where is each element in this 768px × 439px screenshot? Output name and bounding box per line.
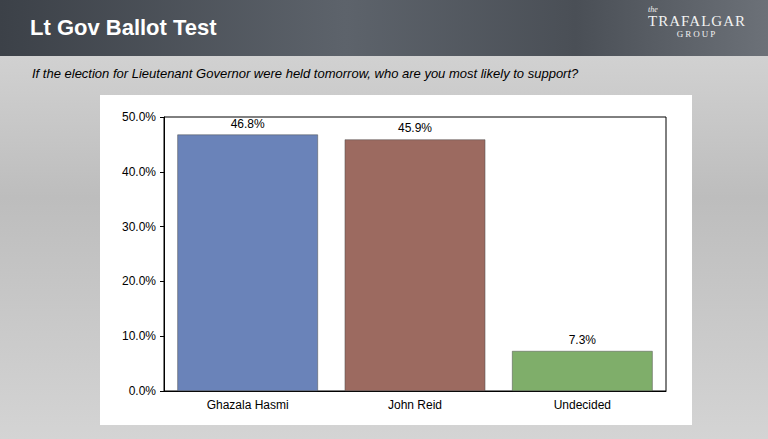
svg-text:10.0%: 10.0% bbox=[122, 329, 156, 343]
svg-text:50.0%: 50.0% bbox=[122, 110, 156, 124]
svg-text:Undecided: Undecided bbox=[554, 398, 611, 412]
html-text:TRAFALGAR: TRAFALGAR bbox=[648, 13, 746, 30]
svg-text:20.0%: 20.0% bbox=[122, 274, 156, 288]
svg-text:46.8%: 46.8% bbox=[231, 117, 265, 131]
svg-text:John Reid: John Reid bbox=[388, 398, 442, 412]
svg-text:30.0%: 30.0% bbox=[122, 220, 156, 234]
svg-text:Ghazala Hasmi: Ghazala Hasmi bbox=[207, 398, 289, 412]
html-text:If the election for Lieutenant: If the election for Lieutenant Governor … bbox=[32, 66, 579, 81]
html-text:the: the bbox=[648, 5, 658, 14]
svg-text:45.9%: 45.9% bbox=[398, 121, 432, 135]
svg-text:7.3%: 7.3% bbox=[569, 333, 597, 347]
svg-text:40.0%: 40.0% bbox=[122, 165, 156, 179]
html-text:GROUP: GROUP bbox=[676, 29, 718, 40]
html-text:Lt Gov Ballot Test: Lt Gov Ballot Test bbox=[30, 15, 217, 40]
svg-text:0.0%: 0.0% bbox=[129, 384, 157, 398]
